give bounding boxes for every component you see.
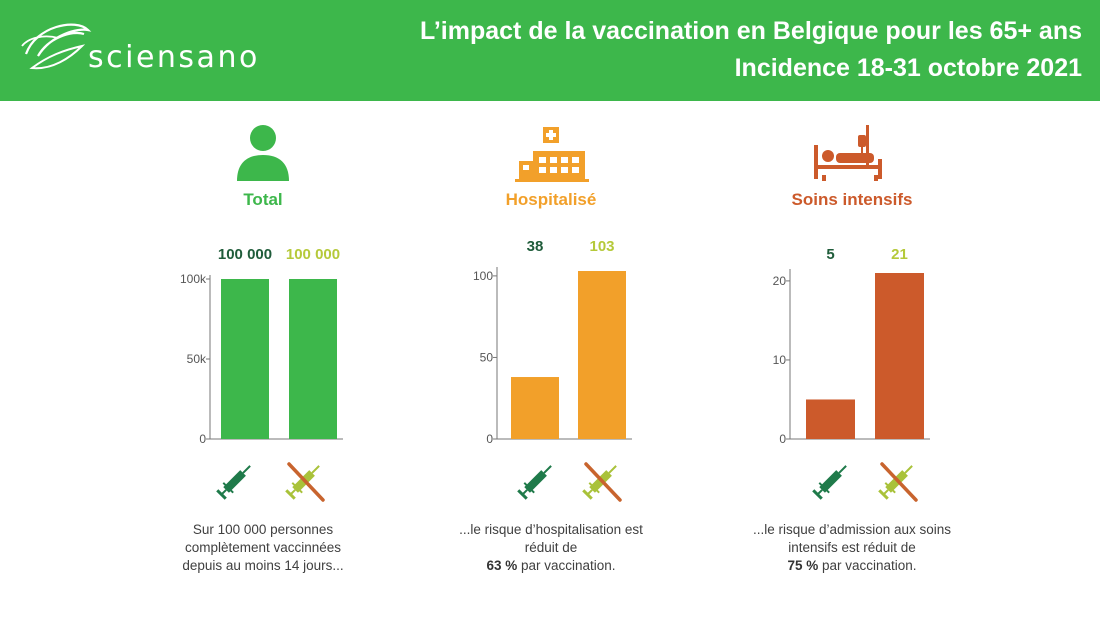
caption-line: ...le risque d’admission aux soins — [752, 522, 952, 537]
bar-unvaccinated — [875, 273, 924, 439]
risk-reduction-value: 75 % — [787, 558, 819, 573]
unvaccinated-syringe-crossed-icon — [878, 462, 918, 502]
vaccinated-syringe-icon — [812, 465, 847, 500]
panel-icu: Soins intensifs 0 10 20 5 21 ...le risque d’ — [702, 101, 1002, 619]
bar-vaccinated — [511, 377, 559, 439]
y-tick-label: 10 — [773, 353, 787, 367]
caption: Sur 100 000 personnes complètement vacci… — [113, 521, 413, 575]
caption-line: 63 % par vaccination. — [401, 557, 701, 575]
caption-line: réduit de — [524, 540, 578, 555]
caption-text: par vaccination. — [517, 558, 616, 573]
y-tick-label: 20 — [773, 274, 787, 288]
bar-unvaccinated — [289, 279, 337, 439]
unvaccinated-syringe-crossed-icon — [582, 462, 622, 502]
bar-chart-icu: 0 10 20 5 21 — [773, 246, 930, 446]
y-tick-label: 0 — [486, 432, 493, 446]
bar-chart-hospitalised: 0 50 100 38 103 — [473, 238, 632, 446]
caption-line: 75 % par vaccination. — [702, 557, 1002, 575]
panel-title: Soins intensifs — [791, 190, 913, 209]
y-tick-label: 50k — [187, 352, 207, 366]
brand-name: sciensano — [88, 40, 260, 75]
bar-chart-total: 0 50k 100k 100 000 100 000 — [180, 246, 343, 446]
page-title: L’impact de la vaccination en Belgique p… — [419, 17, 1082, 45]
bar-unvaccinated — [578, 271, 626, 439]
data-label-unvaccinated: 103 — [589, 238, 614, 255]
panel-title: Hospitalisé — [505, 190, 597, 209]
vaccinated-syringe-icon — [216, 465, 251, 500]
header-banner: sciensano L’impact de la vaccination en … — [0, 0, 1100, 101]
caption-text: par vaccination. — [818, 558, 917, 573]
y-tick-label: 50 — [480, 350, 494, 364]
sciensano-logo-icon — [21, 23, 92, 70]
caption-line: complètement vaccinnées — [184, 540, 342, 555]
vaccinated-syringe-icon — [517, 465, 552, 500]
y-tick-label: 0 — [779, 432, 786, 446]
syringe-legend — [517, 462, 622, 502]
caption-line: Sur 100 000 personnes — [192, 522, 334, 537]
panel-hospitalised: Hospitalisé 0 50 100 38 103 ...le risque d’h — [401, 101, 701, 619]
hospital-bed-icon — [814, 125, 882, 181]
data-label-unvaccinated: 21 — [891, 246, 908, 263]
caption-line: ...le risque d’hospitalisation est — [459, 522, 643, 537]
y-tick-label: 100 — [473, 269, 493, 283]
page-subtitle: Incidence 18-31 octobre 2021 — [734, 54, 1082, 82]
caption-line: intensifs est réduit de — [788, 540, 916, 555]
panel-title: Total — [243, 190, 283, 209]
syringe-legend — [216, 462, 325, 502]
data-label-vaccinated: 38 — [527, 238, 544, 255]
hospital-icon — [515, 127, 589, 182]
syringe-legend — [812, 462, 918, 502]
caption: ...le risque d’hospitalisation est rédui… — [401, 521, 701, 575]
bar-vaccinated — [221, 279, 269, 439]
person-icon — [237, 125, 289, 181]
y-tick-label: 100k — [180, 272, 207, 286]
panel-total: Total 0 50k 100k 100 000 100 000 Sur 100 000 — [113, 101, 413, 619]
data-label-vaccinated: 5 — [826, 246, 834, 263]
caption: ...le risque d’admission aux soins inten… — [702, 521, 1002, 575]
data-label-vaccinated: 100 000 — [218, 246, 272, 263]
y-tick-label: 0 — [199, 432, 206, 446]
unvaccinated-syringe-crossed-icon — [285, 462, 325, 502]
risk-reduction-value: 63 % — [486, 558, 518, 573]
caption-line: depuis au moins 14 jours... — [182, 558, 344, 573]
bar-vaccinated — [806, 399, 855, 439]
data-label-unvaccinated: 100 000 — [286, 246, 340, 263]
